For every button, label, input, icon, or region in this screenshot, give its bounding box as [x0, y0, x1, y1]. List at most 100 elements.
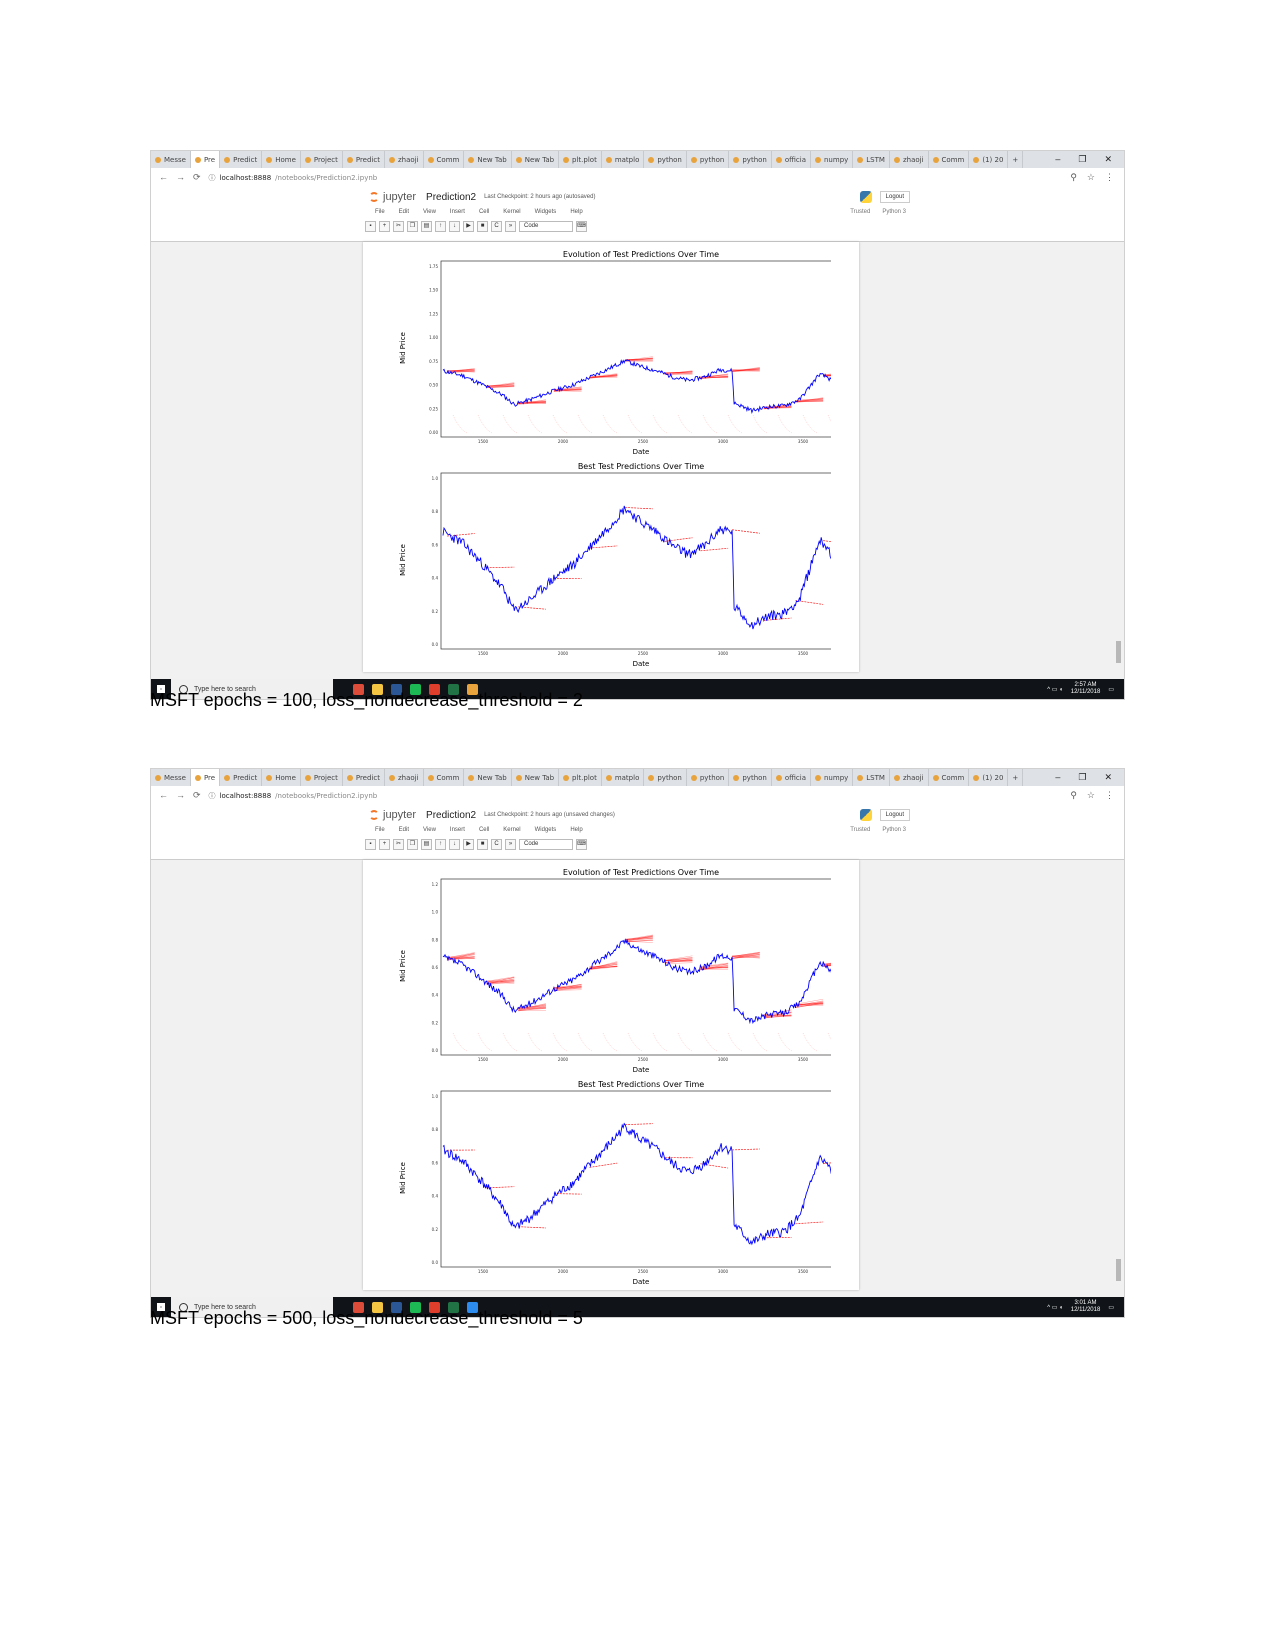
- paste-icon[interactable]: ▤: [421, 839, 432, 850]
- excel-icon[interactable]: [448, 1301, 459, 1313]
- browser-tab[interactable]: python: [729, 151, 772, 168]
- forward-icon[interactable]: →: [176, 790, 185, 800]
- run-icon[interactable]: ▶: [463, 221, 474, 232]
- jupyter-logo[interactable]: jupyter Prediction2 Last Checkpoint: 2 h…: [369, 809, 615, 821]
- menu-item-kernel[interactable]: Kernel: [503, 209, 521, 215]
- menu-item-view[interactable]: View: [423, 827, 436, 833]
- browser-tab[interactable]: Project: [301, 151, 343, 168]
- paste-icon[interactable]: ▤: [421, 221, 432, 232]
- app-icon[interactable]: [391, 1301, 402, 1313]
- browser-tab[interactable]: plt.plot: [559, 151, 602, 168]
- browser-tab[interactable]: zhaoji: [890, 151, 929, 168]
- spotify-icon[interactable]: [410, 683, 421, 695]
- add-cell-icon[interactable]: +: [379, 839, 390, 850]
- minimize-icon[interactable]: –: [1055, 772, 1061, 782]
- browser-tab[interactable]: Project: [301, 769, 343, 786]
- zoom-icon[interactable]: ⚲: [1070, 172, 1077, 182]
- menu-dots-icon[interactable]: ⋮: [1105, 790, 1114, 800]
- app-icon[interactable]: [391, 683, 402, 695]
- move-up-icon[interactable]: ↑: [435, 221, 446, 232]
- browser-tab[interactable]: Home: [262, 151, 301, 168]
- browser-tab[interactable]: Predict: [343, 151, 385, 168]
- maximize-icon[interactable]: ❐: [1078, 772, 1087, 782]
- browser-tab[interactable]: Home: [262, 769, 301, 786]
- reload-icon[interactable]: ⟳: [193, 790, 201, 800]
- logout-button[interactable]: Logout: [879, 191, 910, 203]
- browser-tab[interactable]: New Tab: [512, 151, 560, 168]
- move-down-icon[interactable]: ↓: [449, 221, 460, 232]
- browser-tab[interactable]: python: [644, 769, 687, 786]
- new-tab-button[interactable]: +: [1008, 151, 1024, 168]
- browser-tab[interactable]: zhaoji: [385, 151, 424, 168]
- browser-tab[interactable]: officia: [772, 769, 811, 786]
- close-icon[interactable]: ✕: [1104, 772, 1112, 782]
- taskbar-search[interactable]: Type here to search: [171, 1297, 333, 1317]
- menu-item-help[interactable]: Help: [570, 209, 583, 215]
- save-icon[interactable]: ▪: [365, 221, 376, 232]
- menu-item-widgets[interactable]: Widgets: [534, 827, 557, 833]
- tray-icons[interactable]: ^ ▭ ◖: [1047, 686, 1063, 693]
- menu-item-cell[interactable]: Cell: [478, 827, 490, 833]
- cell-type-select[interactable]: Code: [519, 221, 573, 232]
- menu-item-help[interactable]: Help: [570, 827, 583, 833]
- browser-tab[interactable]: (1) 20: [969, 769, 1009, 786]
- browser-tab[interactable]: New Tab: [464, 769, 512, 786]
- zoom-icon[interactable]: ⚲: [1070, 790, 1077, 800]
- browser-tab[interactable]: numpy: [811, 769, 854, 786]
- move-down-icon[interactable]: ↓: [449, 839, 460, 850]
- move-up-icon[interactable]: ↑: [435, 839, 446, 850]
- menu-item-insert[interactable]: Insert: [449, 827, 465, 833]
- browser-tab[interactable]: Predict: [220, 769, 263, 786]
- forward-icon[interactable]: →: [176, 172, 185, 182]
- keyboard-icon[interactable]: ⌨: [576, 839, 587, 850]
- menu-dots-icon[interactable]: ⋮: [1105, 172, 1114, 182]
- run-icon[interactable]: ▶: [463, 839, 474, 850]
- stop-icon[interactable]: ■: [477, 221, 488, 232]
- keyboard-icon[interactable]: ⌨: [576, 221, 587, 232]
- reload-icon[interactable]: ⟳: [193, 172, 201, 182]
- back-icon[interactable]: ←: [159, 790, 168, 800]
- star-icon[interactable]: ☆: [1086, 172, 1095, 182]
- back-icon[interactable]: ←: [159, 172, 168, 182]
- browser-tab[interactable]: python: [687, 151, 730, 168]
- browser-tab[interactable]: Predict: [220, 151, 263, 168]
- fast-forward-icon[interactable]: »: [505, 221, 516, 232]
- jupyter-logo[interactable]: jupyter Prediction2 Last Checkpoint: 2 h…: [369, 191, 595, 203]
- windows-start-icon[interactable]: [151, 1297, 171, 1317]
- url-field[interactable]: ⓘ localhost:8888/notebooks/Prediction2.ip…: [208, 173, 378, 182]
- browser-tab[interactable]: officia: [772, 151, 811, 168]
- page-scrollbar[interactable]: [1115, 246, 1122, 669]
- minimize-icon[interactable]: –: [1055, 154, 1061, 164]
- chrome-icon[interactable]: [353, 683, 364, 695]
- clock[interactable]: 3:01 AM 12/11/2018: [1070, 1300, 1101, 1313]
- browser-tab[interactable]: Comm: [929, 151, 970, 168]
- trusted-indicator[interactable]: Trusted: [850, 209, 871, 215]
- scrollbar-thumb[interactable]: [1116, 1259, 1121, 1281]
- add-cell-icon[interactable]: +: [379, 221, 390, 232]
- cut-icon[interactable]: ✂: [393, 221, 404, 232]
- copy-icon[interactable]: ❐: [407, 839, 418, 850]
- copy-icon[interactable]: ❐: [407, 221, 418, 232]
- windows-start-icon[interactable]: [151, 679, 171, 699]
- trusted-indicator[interactable]: Trusted: [850, 827, 871, 833]
- cell-type-select[interactable]: Code: [519, 839, 573, 850]
- save-icon[interactable]: ▪: [365, 839, 376, 850]
- menu-item-cell[interactable]: Cell: [478, 209, 490, 215]
- cut-icon[interactable]: ✂: [393, 839, 404, 850]
- menu-item-file[interactable]: File: [375, 827, 385, 833]
- browser-tab[interactable]: matplo: [602, 151, 645, 168]
- maximize-icon[interactable]: ❐: [1078, 154, 1087, 164]
- explorer-icon[interactable]: [372, 683, 383, 695]
- fast-forward-icon[interactable]: »: [505, 839, 516, 850]
- excel-icon[interactable]: [448, 683, 459, 695]
- logout-button[interactable]: Logout: [879, 809, 910, 821]
- page-scrollbar[interactable]: [1115, 864, 1122, 1287]
- browser-tab[interactable]: zhaoji: [890, 769, 929, 786]
- browser-tab[interactable]: python: [729, 769, 772, 786]
- app-icon[interactable]: [429, 1301, 440, 1313]
- notebook-title[interactable]: Prediction2: [426, 191, 477, 203]
- browser-tab[interactable]: python: [687, 769, 730, 786]
- chrome-icon[interactable]: [353, 1301, 364, 1313]
- url-field[interactable]: ⓘ localhost:8888/notebooks/Prediction2.ip…: [208, 791, 378, 800]
- browser-tab[interactable]: Comm: [424, 769, 465, 786]
